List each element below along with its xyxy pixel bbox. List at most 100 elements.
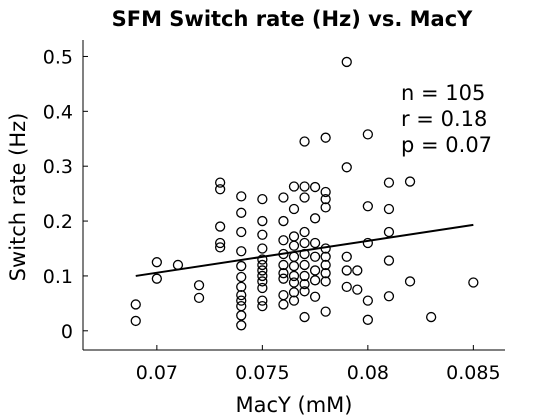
x-tick-label: 0.075 xyxy=(235,362,289,384)
data-point xyxy=(299,248,310,260)
data-point xyxy=(288,203,300,215)
data-point xyxy=(309,181,321,193)
y-tick-label: 0.2 xyxy=(43,211,73,233)
data-point xyxy=(341,162,352,173)
data-point xyxy=(257,276,268,287)
data-point xyxy=(130,315,141,327)
data-point xyxy=(257,270,268,282)
data-point xyxy=(257,229,268,240)
data-point xyxy=(236,300,247,312)
data-point xyxy=(257,243,268,254)
data-point xyxy=(288,287,300,298)
data-point xyxy=(288,295,300,306)
regression-line xyxy=(135,223,474,277)
data-point xyxy=(236,320,247,331)
data-point xyxy=(320,276,331,287)
data-point xyxy=(236,260,247,272)
data-point xyxy=(214,221,226,232)
data-point xyxy=(278,192,289,203)
data-point xyxy=(309,251,321,262)
data-point xyxy=(214,242,226,253)
data-point xyxy=(362,129,374,140)
annotation-r: r = 0.18 xyxy=(401,107,487,131)
data-point xyxy=(236,310,247,321)
data-point xyxy=(236,289,247,301)
data-point xyxy=(320,259,331,271)
x-ticks: 0.07 0.075 0.08 0.085 xyxy=(136,345,501,384)
data-point xyxy=(383,226,395,238)
y-tick-label: 0.4 xyxy=(43,101,73,123)
data-point xyxy=(362,201,374,212)
data-point xyxy=(278,215,289,227)
data-point xyxy=(309,213,321,224)
annotation-n: n = 105 xyxy=(401,81,485,105)
data-point xyxy=(288,181,300,192)
y-tick-label: 0 xyxy=(61,321,73,343)
data-point xyxy=(341,56,352,68)
data-point xyxy=(299,279,310,290)
data-point xyxy=(425,311,437,323)
data-point xyxy=(309,291,321,302)
data-point xyxy=(257,295,268,306)
data-point xyxy=(236,207,247,218)
data-point xyxy=(278,289,289,301)
data-point xyxy=(236,295,247,306)
data-point xyxy=(468,277,479,288)
data-point xyxy=(288,260,300,272)
y-tick-label: 0.1 xyxy=(43,266,73,288)
data-point xyxy=(320,268,331,279)
data-point xyxy=(236,246,247,257)
data-point xyxy=(320,251,331,262)
data-point xyxy=(383,203,395,215)
data-point xyxy=(278,268,289,279)
x-tick-label: 0.085 xyxy=(446,362,500,384)
data-point xyxy=(404,176,416,187)
data-point xyxy=(193,292,205,304)
x-tick-label: 0.08 xyxy=(347,362,389,384)
data-point xyxy=(236,271,247,283)
data-point xyxy=(278,273,289,284)
y-ticks: 0 0.1 0.2 0.3 0.4 0.5 xyxy=(43,46,88,343)
data-point xyxy=(404,276,416,287)
data-point xyxy=(383,177,395,188)
data-point xyxy=(257,300,268,312)
data-point xyxy=(172,259,184,271)
x-axis-label: MacY (mM) xyxy=(236,393,353,417)
data-point xyxy=(151,273,163,284)
data-point xyxy=(362,314,374,325)
data-point xyxy=(257,265,268,276)
data-point xyxy=(278,248,289,260)
data-point xyxy=(288,277,300,288)
data-point xyxy=(352,265,363,276)
data-point xyxy=(193,280,205,291)
data-point xyxy=(320,306,331,317)
data-point xyxy=(309,237,321,249)
data-point xyxy=(299,136,310,147)
x-tick-label: 0.07 xyxy=(136,362,178,384)
data-point xyxy=(278,235,289,246)
data-point xyxy=(299,270,310,282)
stats-annotation: n = 105 r = 0.18 p = 0.07 xyxy=(401,81,492,157)
data-point xyxy=(362,295,374,306)
data-point xyxy=(257,259,268,271)
data-point xyxy=(299,226,310,238)
data-point xyxy=(341,265,352,276)
data-point xyxy=(236,226,247,238)
plot-axes xyxy=(82,40,505,351)
data-point xyxy=(288,270,300,282)
data-point xyxy=(236,281,247,293)
data-point xyxy=(214,184,226,195)
data-point xyxy=(288,231,300,242)
y-tick-label: 0.5 xyxy=(43,46,73,68)
data-point xyxy=(341,251,352,262)
data-point xyxy=(299,286,310,297)
data-point xyxy=(341,281,352,293)
data-point xyxy=(288,251,300,262)
data-point xyxy=(362,237,374,249)
data-point xyxy=(299,181,310,192)
data-point xyxy=(257,215,268,227)
data-point xyxy=(320,186,331,198)
data-point xyxy=(257,193,268,205)
data-point xyxy=(320,243,331,254)
